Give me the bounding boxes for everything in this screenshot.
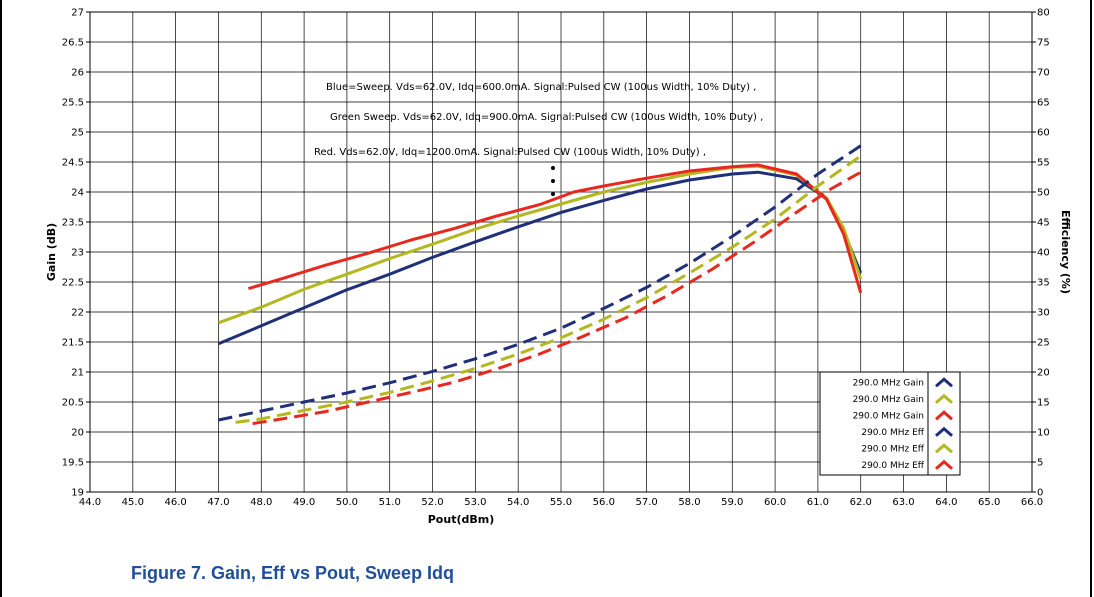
x-tick-label: 57.0 — [636, 497, 658, 508]
legend-swatch — [935, 443, 953, 454]
legend-label: 290.0 MHz Gain — [853, 395, 924, 405]
x-tick-label: 52.0 — [421, 497, 443, 508]
y-tick-label: 22 — [71, 308, 84, 319]
y2-tick-label: 50 — [1037, 188, 1050, 199]
x-tick-label: 58.0 — [678, 497, 700, 508]
legend-label: 290.0 MHz Eff — [861, 428, 924, 438]
x-axis-label: Pout(dBm) — [428, 513, 494, 526]
efficiency-series-line — [218, 144, 862, 422]
y2-tick-label: 25 — [1037, 338, 1050, 349]
y2-tick-label: 10 — [1037, 428, 1050, 439]
legend-swatch — [935, 410, 953, 421]
x-tick-label: 66.0 — [1021, 497, 1043, 508]
figure-caption: Figure 7. Gain, Eff vs Pout, Sweep Idq — [131, 563, 455, 583]
y2-tick-label: 60 — [1037, 128, 1050, 139]
x-tick-label: 65.0 — [978, 497, 1000, 508]
y2-tick-label: 5 — [1037, 458, 1043, 469]
legend-label: 290.0 MHz Eff — [861, 444, 924, 454]
x-tick-label: 62.0 — [850, 497, 872, 508]
y-tick-label: 19.5 — [62, 458, 84, 469]
y2-axis-label: Efficiency (%) — [1059, 210, 1072, 294]
y-tick-label: 27 — [71, 8, 84, 19]
x-tick-label: 49.0 — [293, 497, 315, 508]
x-tick-label: 53.0 — [464, 497, 486, 508]
annotation-blue: Blue=Sweep. Vds=62.0V, Idq=600.0mA. Sign… — [326, 82, 756, 93]
x-axis-ticks: 44.0 45.0 46.0 47.0 48.0 49.0 50.0 51.0 52.0 53.0… — [79, 497, 1043, 508]
efficiency-series-line — [235, 154, 862, 424]
y-tick-label: 19 — [71, 488, 84, 499]
legend-box — [819, 371, 961, 476]
marker-dot — [551, 192, 555, 196]
annotation-red: Red. Vds=62.0V, Idq=1200.0mA. Signal:Pul… — [314, 147, 706, 158]
y-axis-label: Gain (dB) — [45, 223, 58, 281]
y-tick-label: 26 — [71, 68, 84, 79]
series-layer — [217, 144, 863, 426]
x-tick-label: 54.0 — [507, 497, 529, 508]
x-tick-label: 46.0 — [165, 497, 187, 508]
y-tick-label: 20.5 — [62, 398, 84, 409]
x-tick-label: 51.0 — [379, 497, 401, 508]
gain-efficiency-chart: 44.0 45.0 46.0 47.0 48.0 49.0 50.0 51.0 52.0 53.0… — [45, 8, 1072, 527]
y-tick-label: 23.5 — [62, 218, 84, 229]
x-tick-label: 63.0 — [892, 497, 914, 508]
gain-series-line — [247, 163, 863, 294]
y2-tick-label: 55 — [1037, 158, 1050, 169]
gain-series-line — [217, 164, 863, 325]
legend-label: 290.0 MHz Eff — [861, 461, 924, 471]
y2-tick-label: 80 — [1037, 8, 1050, 19]
x-tick-label: 50.0 — [336, 497, 358, 508]
y2-tick-label: 75 — [1037, 38, 1050, 49]
x-tick-label: 59.0 — [721, 497, 743, 508]
y2-tick-label: 40 — [1037, 248, 1050, 259]
x-tick-label: 44.0 — [79, 497, 101, 508]
y-tick-label: 21 — [71, 368, 84, 379]
y-tick-label: 21.5 — [62, 338, 84, 349]
marker-dot — [551, 179, 555, 183]
y-tick-label: 24 — [71, 188, 84, 199]
y-tick-label: 20 — [71, 428, 84, 439]
y2-tick-label: 70 — [1037, 68, 1050, 79]
legend-swatch — [935, 393, 953, 404]
x-tick-label: 45.0 — [122, 497, 144, 508]
y-tick-label: 25 — [71, 128, 84, 139]
gain-series-line — [217, 170, 863, 346]
y2-tick-label: 65 — [1037, 98, 1050, 109]
y2-tick-label: 45 — [1037, 218, 1050, 229]
x-tick-label: 47.0 — [207, 497, 229, 508]
x-tick-label: 60.0 — [764, 497, 786, 508]
annotation-green: Green Sweep. Vds=62.0V, Idq=900.0mA. Sig… — [330, 112, 763, 123]
legend-label: 290.0 MHz Gain — [853, 378, 924, 388]
y-tick-label: 22.5 — [62, 278, 84, 289]
legend-swatch — [935, 377, 953, 388]
y-tick-label: 23 — [71, 248, 84, 259]
marker-dots — [551, 166, 555, 196]
y2-tick-label: 30 — [1037, 308, 1050, 319]
marker-dot — [551, 166, 555, 170]
y2-tick-label: 35 — [1037, 278, 1050, 289]
legend-swatch — [935, 426, 953, 437]
x-tick-label: 56.0 — [593, 497, 615, 508]
x-tick-label: 48.0 — [250, 497, 272, 508]
y-tick-label: 26.5 — [62, 38, 84, 49]
y2-tick-label: 15 — [1037, 398, 1050, 409]
legend-label: 290.0 MHz Gain — [853, 411, 924, 421]
y-tick-label: 24.5 — [62, 158, 84, 169]
x-tick-label: 64.0 — [935, 497, 957, 508]
legend-swatch — [935, 459, 953, 470]
x-tick-label: 61.0 — [807, 497, 829, 508]
efficiency-series-line — [252, 170, 862, 426]
y-axis-ticks: 19 19.5 20 20.5 21 21.5 22 22.5 23 23.5 24 24.5 25 25… — [62, 8, 90, 499]
legend: 290.0 MHz Gain 290.0 MHz Gain 290.0 MHz Ga… — [819, 371, 961, 476]
y2-axis-ticks: 0 5 10 15 20 25 30 35 40 45 50 55 60 65 70 75 80 — [1032, 8, 1050, 499]
chart-annotations: Blue=Sweep. Vds=62.0V, Idq=600.0mA. Sign… — [314, 82, 763, 158]
y-tick-label: 25.5 — [62, 98, 84, 109]
y2-tick-label: 0 — [1037, 488, 1043, 499]
x-tick-label: 55.0 — [550, 497, 572, 508]
y2-tick-label: 20 — [1037, 368, 1050, 379]
